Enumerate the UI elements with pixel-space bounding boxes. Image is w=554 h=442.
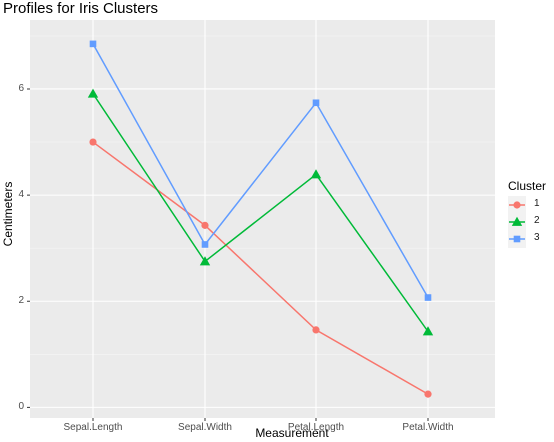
chart-title: Profiles for Iris Clusters (3, 0, 159, 17)
data-point-series-3 (312, 99, 320, 107)
y-tick-label: 4 (18, 189, 24, 201)
series-line-1 (92, 141, 429, 395)
x-tick-label: Petal.Length (287, 422, 345, 433)
x-tick-label: Sepal.Length (63, 422, 123, 433)
legend-marker-2 (511, 216, 523, 226)
legend-marker-1 (513, 201, 521, 209)
series-line-3 (92, 43, 429, 298)
legend-title: Cluster (508, 179, 547, 193)
data-point-series-2 (87, 88, 99, 98)
data-point-series-1 (201, 221, 209, 229)
major-gridlines (30, 20, 495, 418)
legend-label: 2 (534, 215, 540, 226)
data-point-series-1 (89, 138, 97, 146)
data-point-series-3 (89, 40, 97, 48)
legend-label: 1 (534, 198, 540, 209)
data-point-series-3 (201, 241, 209, 248)
y-tick-label: 0 (18, 401, 24, 413)
data-point-series-3 (424, 294, 432, 301)
legend-marker-3 (513, 235, 521, 243)
axis-ticks (27, 88, 429, 421)
y-tick-label: 6 (18, 82, 24, 94)
data-point-series-2 (422, 326, 434, 336)
series-lines (92, 43, 429, 395)
data-point-series-2 (199, 256, 211, 266)
x-tick-label: Sepal.Width (178, 422, 232, 433)
data-point-series-2 (310, 169, 322, 179)
legend-keys (509, 201, 525, 243)
plot-panel (30, 20, 495, 418)
x-axis-label: Measurement (255, 426, 329, 440)
data-point-series-1 (312, 326, 320, 334)
series-line-2 (92, 93, 429, 332)
data-point-series-1 (424, 390, 432, 398)
series-points (87, 40, 434, 398)
minor-gridlines (30, 35, 495, 355)
x-tick-label: Petal.Width (402, 422, 454, 433)
y-tick-label: 2 (18, 295, 24, 307)
legend-label: 3 (534, 232, 540, 243)
